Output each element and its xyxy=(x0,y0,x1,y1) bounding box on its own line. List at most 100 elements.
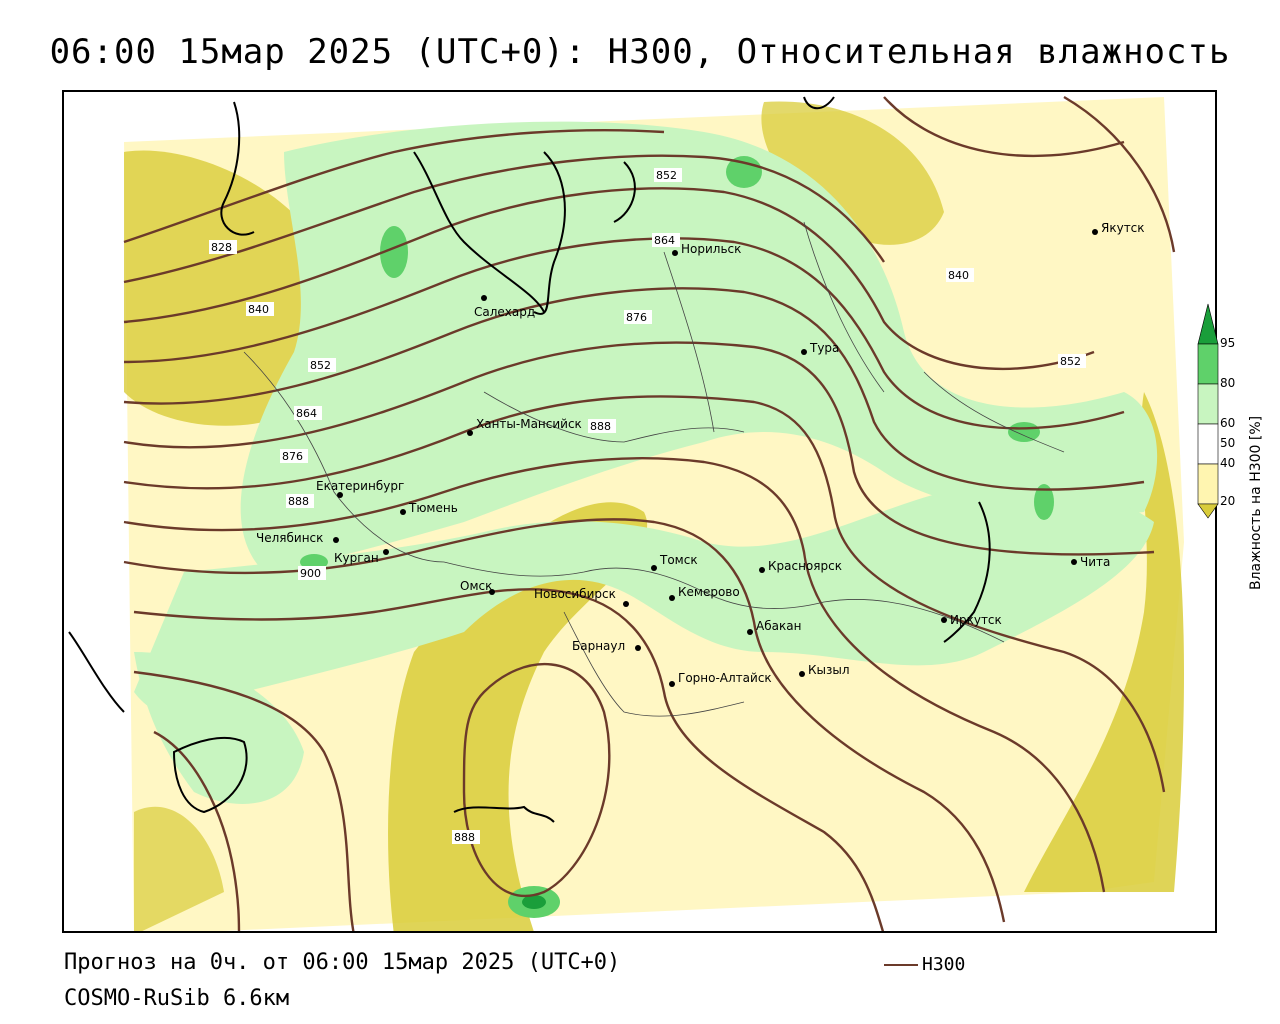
legend-line-swatch xyxy=(884,964,918,966)
city-label-yakutsk: Якутск xyxy=(1101,221,1145,235)
isoline-label: 840 xyxy=(248,303,269,316)
city-dot xyxy=(337,492,343,498)
city-dot xyxy=(333,537,339,543)
city-label-tomsk: Томск xyxy=(659,553,698,567)
isoline-label: 864 xyxy=(296,407,317,420)
city-dot xyxy=(747,629,753,635)
humid-core-7 xyxy=(1034,484,1054,520)
city-dot xyxy=(400,509,406,515)
isoline-label-bg xyxy=(209,240,237,254)
isoline-label: 888 xyxy=(454,831,475,844)
city-label-omsk: Омск xyxy=(460,579,492,593)
city-label-tura: Тура xyxy=(809,341,839,355)
isoline-label-bg xyxy=(286,494,314,508)
isoline-label: 828 xyxy=(211,241,232,254)
colorbar-60-80 xyxy=(1197,383,1219,425)
city-label-tyumen: Тюмень xyxy=(408,501,458,515)
legend-label: H300 xyxy=(922,954,966,975)
isoline-label: 876 xyxy=(626,311,647,324)
city-dot xyxy=(799,671,805,677)
city-dot xyxy=(941,617,947,623)
isoline-label-bg xyxy=(246,302,274,316)
isoline-label: 852 xyxy=(656,169,677,182)
city-label-yekaterinburg: Екатеринбург xyxy=(316,479,404,493)
humid-core-1 xyxy=(380,226,408,278)
isoline-label-bg xyxy=(624,310,652,324)
isoline-legend: H300 xyxy=(884,954,965,975)
colorbar-tick: 20 xyxy=(1220,494,1236,508)
city-label-kyzyl: Кызыл xyxy=(808,663,850,677)
isoline-label-group: 828 840 852 864 876 888 852 864 876 840 … xyxy=(209,168,1086,844)
dry-zone-northeast xyxy=(761,101,944,245)
city-label-irkutsk: Иркутск xyxy=(950,613,1002,627)
city-label-kurgan: Курган xyxy=(334,551,379,565)
isoline-label-bg xyxy=(654,168,682,182)
colorbar-top-triangle xyxy=(1197,303,1219,345)
humid-band-north xyxy=(240,121,1158,572)
colorbar-tick: 95 xyxy=(1220,336,1236,350)
isoline-label: 864 xyxy=(654,234,675,247)
humid-core-6 xyxy=(522,895,546,909)
dry-zone-east xyxy=(1024,392,1184,892)
isoline-label: 900 xyxy=(300,567,321,580)
isoline-label: 852 xyxy=(1060,355,1081,368)
city-label-salekhard: Салехард xyxy=(474,305,535,319)
city-dot xyxy=(669,681,675,687)
city-label-novosibirsk: Новосибирск xyxy=(534,587,616,601)
city-label-gorno-altaysk: Горно-Алтайск xyxy=(678,671,772,685)
isoline-label-bg xyxy=(652,233,680,247)
city-label-khanty-mansiysk: Ханты-Мансийск xyxy=(476,417,582,431)
map-area[interactable]: 828 840 852 864 876 888 852 864 876 840 … xyxy=(62,90,1217,933)
city-label-barnaul: Барнаул xyxy=(572,639,625,653)
forecast-info: Прогноз на 0ч. от 06:00 15мар 2025 (UTC+… xyxy=(64,950,621,975)
dry-zone-southwest xyxy=(134,806,224,931)
colorbar-tick: 50 xyxy=(1220,436,1236,450)
isoline-label-bg xyxy=(308,358,336,372)
city-dot xyxy=(1092,229,1098,235)
isoline-label: 852 xyxy=(310,359,331,372)
isoline-label: 876 xyxy=(282,450,303,463)
city-dot xyxy=(759,567,765,573)
isoline-label-bg xyxy=(280,449,308,463)
isoline-label-bg xyxy=(588,419,616,433)
city-label-chelyabinsk: Челябинск xyxy=(256,531,323,545)
isoline-label: 888 xyxy=(288,495,309,508)
city-dot xyxy=(672,250,678,256)
colorbar-50-60 xyxy=(1197,423,1219,465)
colorbar-20-40 xyxy=(1197,463,1219,505)
city-dot xyxy=(635,645,641,651)
colorbar-tick: 60 xyxy=(1220,416,1236,430)
isoline-label-bg xyxy=(1058,354,1086,368)
isoline-label-bg xyxy=(452,830,480,844)
colorbar-scale xyxy=(1197,303,1219,519)
admin-borders xyxy=(243,221,1065,717)
city-label-chita: Чита xyxy=(1080,555,1110,569)
city-dot xyxy=(467,430,473,436)
humid-band-south xyxy=(134,483,1154,716)
model-name: COSMO-RuSib 6.6км xyxy=(64,986,290,1011)
isoline-label-bg xyxy=(298,566,326,580)
city-dot xyxy=(1071,559,1077,565)
humid-patch-west xyxy=(134,652,304,804)
city-dot xyxy=(801,349,807,355)
isoline-label: 840 xyxy=(948,269,969,282)
map-title: 06:00 15мар 2025 (UTC+0): H300, Относите… xyxy=(49,32,1231,72)
colorbar-tick: 40 xyxy=(1220,456,1236,470)
colorbar-tick: 80 xyxy=(1220,376,1236,390)
city-dot xyxy=(623,601,629,607)
city-dot xyxy=(669,595,675,601)
humid-core-3 xyxy=(1008,422,1040,442)
dry-zone-northwest xyxy=(124,150,330,426)
city-dot xyxy=(489,589,495,595)
city-markers: Якутск Норильск Салехард Тура Ханты-Манс… xyxy=(256,221,1145,687)
isoline-label-bg xyxy=(946,268,974,282)
colorbar-bottom-triangle xyxy=(1197,503,1219,519)
colorbar-title: Влажность на H300 [%] xyxy=(1248,415,1264,590)
city-label-norilsk: Норильск xyxy=(681,242,741,256)
city-dot xyxy=(481,295,487,301)
city-dot xyxy=(383,549,389,555)
isoline-label: 888 xyxy=(590,420,611,433)
city-label-krasnoyarsk: Красноярск xyxy=(768,559,842,573)
humidity-colorbar: 95 80 60 50 40 20 xyxy=(1196,300,1280,600)
city-label-abakan: Абакан xyxy=(756,619,801,633)
